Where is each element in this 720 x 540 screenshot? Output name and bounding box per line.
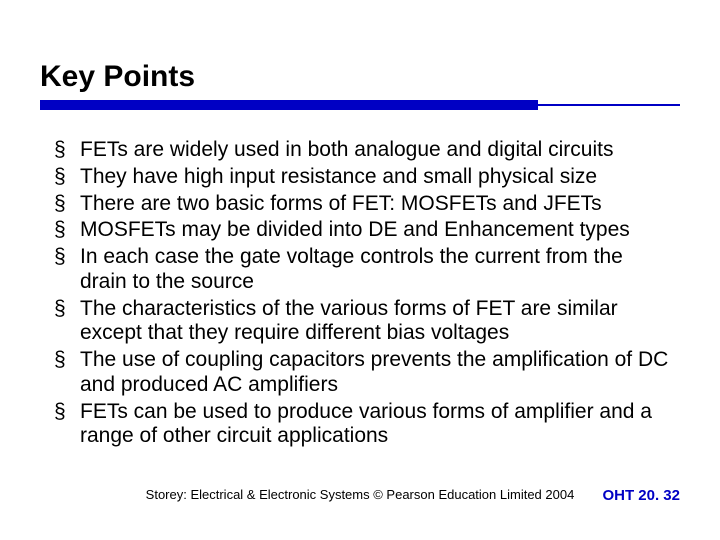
list-item: MOSFETs may be divided into DE and Enhan… xyxy=(54,218,672,243)
list-item: FETs are widely used in both analogue an… xyxy=(54,138,672,163)
list-item: The characteristics of the various forms… xyxy=(54,297,672,347)
footer-page-number: OHT 20. 32 xyxy=(602,487,680,504)
slide: Key Points FETs are widely used in both … xyxy=(0,0,720,540)
list-item: In each case the gate voltage controls t… xyxy=(54,245,672,295)
title-rule xyxy=(40,100,680,110)
slide-title: Key Points xyxy=(40,60,680,94)
list-item: FETs can be used to produce various form… xyxy=(54,400,672,450)
list-item: They have high input resistance and smal… xyxy=(54,165,672,190)
bullet-list: FETs are widely used in both analogue an… xyxy=(40,138,680,449)
title-rule-thick xyxy=(40,100,538,110)
list-item: There are two basic forms of FET: MOSFET… xyxy=(54,192,672,217)
list-item: The use of coupling capacitors prevents … xyxy=(54,348,672,398)
